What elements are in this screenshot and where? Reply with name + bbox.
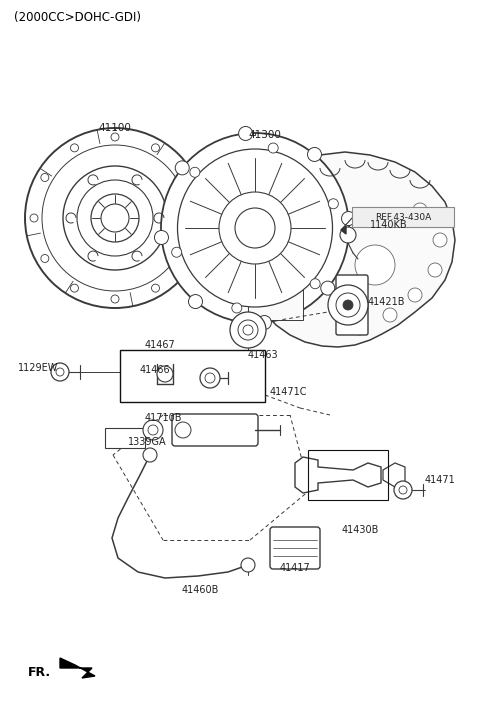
Circle shape <box>25 128 205 308</box>
Circle shape <box>413 203 427 217</box>
Text: 1339GA: 1339GA <box>128 437 167 447</box>
Text: FR.: FR. <box>28 665 51 679</box>
Text: 41467: 41467 <box>145 340 176 350</box>
Circle shape <box>192 214 200 222</box>
FancyBboxPatch shape <box>336 275 368 335</box>
Ellipse shape <box>161 133 349 323</box>
Circle shape <box>399 486 407 494</box>
Circle shape <box>152 284 159 292</box>
Circle shape <box>77 180 153 256</box>
Circle shape <box>321 281 335 295</box>
Circle shape <box>157 366 173 382</box>
Text: 41710B: 41710B <box>145 413 182 423</box>
Polygon shape <box>383 463 405 487</box>
Text: 41460B: 41460B <box>181 585 219 595</box>
Text: 41463: 41463 <box>248 350 278 360</box>
Circle shape <box>71 284 79 292</box>
Circle shape <box>143 448 157 462</box>
Circle shape <box>155 230 168 245</box>
Circle shape <box>41 255 49 262</box>
Text: 41421B: 41421B <box>368 297 406 307</box>
Circle shape <box>336 293 360 317</box>
Circle shape <box>111 133 119 141</box>
Circle shape <box>175 161 189 175</box>
Circle shape <box>342 211 356 226</box>
Circle shape <box>408 288 422 302</box>
Polygon shape <box>60 658 95 678</box>
FancyBboxPatch shape <box>352 207 454 227</box>
Circle shape <box>175 422 191 438</box>
Text: 41466: 41466 <box>140 365 170 375</box>
Bar <box>308 450 388 500</box>
Text: 1140KB: 1140KB <box>370 220 408 230</box>
Circle shape <box>383 308 397 322</box>
Circle shape <box>91 194 139 242</box>
Circle shape <box>56 368 64 376</box>
Bar <box>248 260 303 320</box>
Circle shape <box>328 285 368 325</box>
Circle shape <box>340 227 356 243</box>
Text: 41471: 41471 <box>425 475 456 485</box>
Text: REF.43-430A: REF.43-430A <box>375 213 431 221</box>
Circle shape <box>41 173 49 182</box>
Circle shape <box>111 295 119 303</box>
Circle shape <box>353 321 367 335</box>
Text: 41300: 41300 <box>249 130 281 140</box>
Circle shape <box>241 558 255 572</box>
Bar <box>105 428 145 448</box>
FancyBboxPatch shape <box>172 414 258 446</box>
Circle shape <box>394 481 412 499</box>
Bar <box>120 350 265 402</box>
Circle shape <box>205 373 215 383</box>
Circle shape <box>200 368 220 388</box>
Circle shape <box>190 168 200 177</box>
Polygon shape <box>341 226 346 234</box>
Circle shape <box>343 300 353 310</box>
Polygon shape <box>248 152 455 347</box>
Circle shape <box>181 173 189 182</box>
Circle shape <box>71 144 79 152</box>
Circle shape <box>239 127 252 141</box>
Circle shape <box>172 247 181 257</box>
Circle shape <box>428 263 442 277</box>
Circle shape <box>355 245 395 285</box>
Circle shape <box>42 145 188 291</box>
Circle shape <box>181 255 189 262</box>
Polygon shape <box>295 457 381 493</box>
FancyBboxPatch shape <box>270 527 320 569</box>
Circle shape <box>189 295 203 308</box>
Circle shape <box>328 199 338 209</box>
Circle shape <box>143 420 163 440</box>
Circle shape <box>257 315 271 329</box>
Circle shape <box>308 148 322 161</box>
Circle shape <box>30 214 38 222</box>
Circle shape <box>235 208 275 248</box>
Text: 41471C: 41471C <box>270 387 308 397</box>
Text: 41100: 41100 <box>98 123 132 133</box>
Circle shape <box>63 166 167 270</box>
Circle shape <box>433 233 447 247</box>
Circle shape <box>148 425 158 435</box>
Circle shape <box>230 312 266 348</box>
Text: (2000CC>DOHC-GDI): (2000CC>DOHC-GDI) <box>14 11 141 25</box>
Circle shape <box>268 143 278 153</box>
Circle shape <box>152 144 159 152</box>
Circle shape <box>243 325 253 335</box>
Circle shape <box>310 279 320 288</box>
Circle shape <box>219 192 291 264</box>
Text: 41417: 41417 <box>280 563 311 573</box>
Circle shape <box>238 320 258 340</box>
Circle shape <box>101 204 129 232</box>
Text: 1129EW: 1129EW <box>18 363 59 373</box>
Ellipse shape <box>178 149 333 307</box>
Circle shape <box>51 363 69 381</box>
Text: 41430B: 41430B <box>341 525 379 535</box>
Circle shape <box>232 303 242 313</box>
